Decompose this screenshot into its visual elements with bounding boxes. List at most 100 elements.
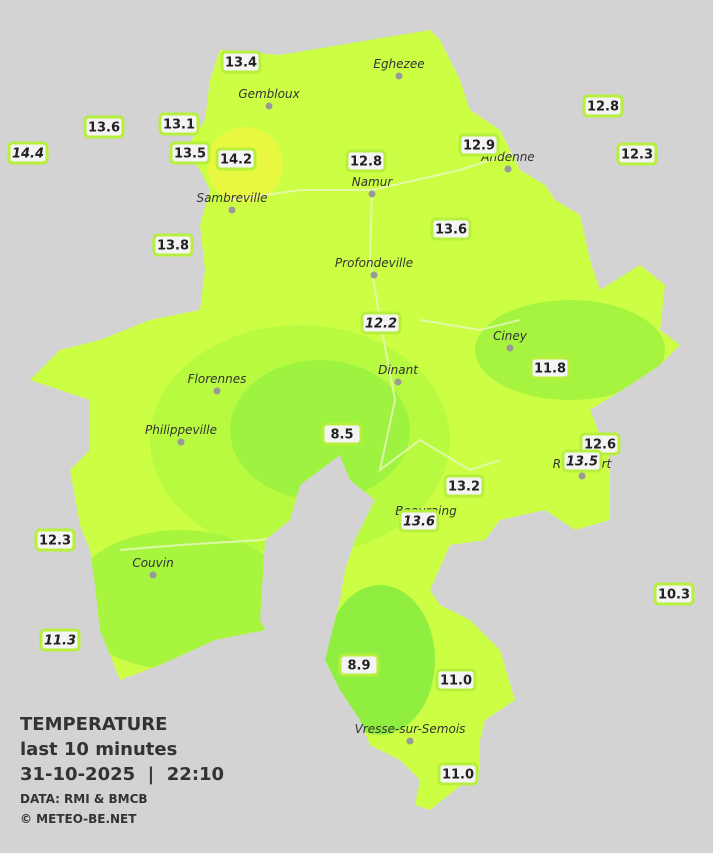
station-value: 13.1: [163, 118, 195, 133]
station-value: 13.6: [403, 515, 435, 530]
station-value: 12.3: [39, 534, 71, 549]
city-dot: [395, 72, 403, 80]
station-box: [39, 628, 81, 652]
city-label: Philippeville: [145, 423, 217, 437]
legend-datetime: 31-10-2025 | 22:10: [20, 764, 224, 785]
station: 12.2: [360, 311, 402, 335]
station-box: [458, 133, 500, 157]
city-dot: [213, 387, 221, 395]
station-value: 8.5: [330, 428, 353, 443]
city-dot: [504, 165, 512, 173]
station: 13.6: [398, 509, 440, 533]
legend-credit: © METEO-BE.NET: [20, 812, 137, 826]
station-value: 12.6: [584, 438, 616, 453]
station-box: [169, 141, 211, 165]
station-value: 10.3: [658, 588, 690, 603]
station: 12.8: [582, 94, 624, 118]
city-dot: [228, 206, 236, 214]
station: 12.9: [458, 133, 500, 157]
city-dot: [149, 571, 157, 579]
station-box: [34, 528, 76, 552]
station: 13.5: [561, 449, 603, 473]
city-dot: [406, 737, 414, 745]
city-dot: [370, 271, 378, 279]
station-box: [345, 149, 387, 173]
city-label: Namur: [352, 175, 394, 189]
station-box: [321, 422, 363, 446]
station-box: [653, 582, 695, 606]
station: 11.3: [39, 628, 81, 652]
city-label: Eghezee: [373, 57, 424, 71]
station-box: [83, 115, 125, 139]
station: 14.2: [215, 147, 257, 171]
station: 8.9: [338, 653, 380, 677]
city-dot: [368, 190, 376, 198]
station-value: 11.0: [442, 768, 474, 783]
city-dot: [506, 344, 514, 352]
city-label: Ciney: [493, 329, 528, 343]
station: 13.6: [430, 217, 472, 241]
station: 11.0: [435, 668, 477, 692]
station: 11.8: [529, 356, 571, 380]
city-label: Sambreville: [196, 191, 267, 205]
station: 14.4: [7, 141, 49, 165]
station-value: 11.8: [534, 362, 566, 377]
station-value: 13.6: [88, 121, 120, 136]
legend: TEMPERATURE last 10 minutes 31-10-2025 |…: [20, 714, 224, 826]
city-dot: [578, 472, 586, 480]
station-value: 12.8: [587, 100, 619, 115]
station-box: [561, 449, 603, 473]
station-box: [360, 311, 402, 335]
station: 13.6: [83, 115, 125, 139]
station-value: 12.9: [463, 139, 495, 154]
station-box: [398, 509, 440, 533]
station-value: 11.0: [440, 674, 472, 689]
station-value: 14.2: [220, 153, 252, 168]
station-box: [338, 653, 380, 677]
city-label: Couvin: [132, 556, 173, 570]
city-dot: [177, 438, 185, 446]
station: 12.6: [579, 432, 621, 456]
legend-subtitle: last 10 minutes: [20, 739, 177, 760]
city-label: Vresse-sur-Semois: [355, 722, 466, 736]
station-box: [152, 233, 194, 257]
city-dot: [265, 102, 273, 110]
station-box: [158, 112, 200, 136]
station: 13.5: [169, 141, 211, 165]
station-value: 13.6: [435, 223, 467, 238]
station: 11.0: [437, 762, 479, 786]
station-value: 12.2: [365, 317, 397, 332]
station: 12.3: [616, 142, 658, 166]
city-dot: [394, 378, 402, 386]
station-value: 12.8: [350, 155, 382, 170]
legend-source: DATA: RMI & BMCB: [20, 792, 148, 806]
station: 13.2: [443, 474, 485, 498]
station-box: [220, 50, 262, 74]
station: 12.8: [345, 149, 387, 173]
station-value: 13.5: [174, 147, 206, 162]
city-label: Dinant: [378, 363, 419, 377]
station-value: 13.4: [225, 56, 257, 71]
station: 13.8: [152, 233, 194, 257]
station-box: [435, 668, 477, 692]
station-value: 8.9: [347, 659, 370, 674]
station-box: [215, 147, 257, 171]
station-box: [616, 142, 658, 166]
station: 8.5: [321, 422, 363, 446]
city-label: Gembloux: [238, 87, 300, 101]
station-box: [582, 94, 624, 118]
legend-title: TEMPERATURE: [20, 714, 167, 735]
station-box: [437, 762, 479, 786]
station: 13.1: [158, 112, 200, 136]
station: 12.3: [34, 528, 76, 552]
city-label: Profondeville: [335, 256, 413, 270]
station-box: [430, 217, 472, 241]
station-value: 14.4: [12, 147, 44, 162]
station: 13.4: [220, 50, 262, 74]
station: 10.3: [653, 582, 695, 606]
station-value: 12.3: [621, 148, 653, 163]
station-value: 11.3: [44, 634, 76, 649]
station-value: 13.5: [566, 455, 598, 470]
station-value: 13.2: [448, 480, 480, 495]
